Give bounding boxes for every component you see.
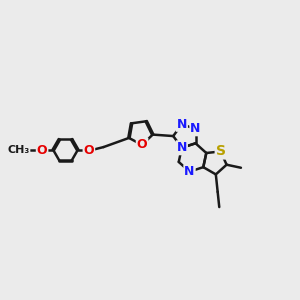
Text: N: N [184, 165, 195, 178]
Text: O: O [37, 143, 47, 157]
Text: S: S [216, 145, 226, 158]
Text: N: N [177, 141, 187, 154]
Text: CH₃: CH₃ [8, 145, 30, 155]
Text: O: O [137, 138, 147, 152]
Text: N: N [190, 122, 201, 135]
Text: N: N [177, 118, 187, 131]
Text: O: O [84, 143, 94, 157]
